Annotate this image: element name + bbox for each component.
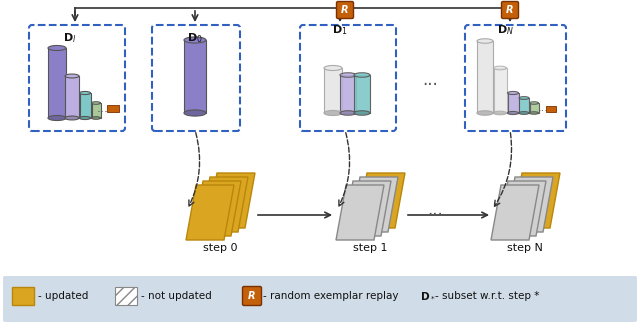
Polygon shape: [200, 177, 248, 232]
Ellipse shape: [92, 117, 100, 119]
Polygon shape: [498, 181, 546, 236]
FancyBboxPatch shape: [92, 103, 100, 118]
Polygon shape: [512, 173, 560, 228]
Text: ...: ...: [422, 71, 438, 89]
Ellipse shape: [354, 111, 370, 115]
FancyBboxPatch shape: [184, 40, 206, 113]
FancyBboxPatch shape: [324, 68, 342, 113]
Ellipse shape: [508, 91, 518, 95]
Text: $\bf{D}$$_N$: $\bf{D}$$_N$: [497, 23, 513, 37]
Text: - updated: - updated: [38, 291, 88, 301]
Text: ...: ...: [427, 201, 443, 219]
Ellipse shape: [65, 74, 79, 78]
FancyBboxPatch shape: [337, 2, 353, 18]
FancyBboxPatch shape: [354, 75, 370, 113]
Ellipse shape: [92, 102, 100, 104]
Text: R: R: [248, 291, 256, 301]
Polygon shape: [505, 177, 553, 232]
Ellipse shape: [65, 116, 79, 120]
Text: step N: step N: [507, 243, 543, 253]
Text: R: R: [341, 5, 349, 15]
Polygon shape: [336, 185, 384, 240]
FancyBboxPatch shape: [508, 93, 518, 113]
Ellipse shape: [79, 117, 90, 120]
Text: - subset w.r.t. step *: - subset w.r.t. step *: [435, 291, 540, 301]
Ellipse shape: [354, 73, 370, 77]
Polygon shape: [350, 177, 398, 232]
Ellipse shape: [508, 111, 518, 115]
FancyBboxPatch shape: [12, 287, 34, 305]
FancyBboxPatch shape: [546, 106, 556, 112]
Text: $\bf{D}$$_*$: $\bf{D}$$_*$: [420, 291, 436, 301]
Polygon shape: [193, 181, 241, 236]
Text: - random exemplar replay: - random exemplar replay: [263, 291, 399, 301]
Ellipse shape: [340, 73, 356, 77]
Text: $\bf{D}$$_1$: $\bf{D}$$_1$: [332, 23, 348, 37]
Text: $\bf{D}$$_0$: $\bf{D}$$_0$: [187, 31, 203, 45]
Text: ...: ...: [538, 103, 548, 113]
Polygon shape: [186, 185, 234, 240]
Ellipse shape: [48, 46, 66, 50]
Ellipse shape: [324, 66, 342, 70]
FancyBboxPatch shape: [529, 103, 538, 113]
Text: - not updated: - not updated: [141, 291, 212, 301]
Ellipse shape: [184, 37, 206, 43]
Text: ...: ...: [97, 101, 109, 114]
FancyBboxPatch shape: [477, 41, 493, 113]
Text: step 1: step 1: [353, 243, 387, 253]
Polygon shape: [357, 173, 405, 228]
Ellipse shape: [340, 111, 356, 115]
Ellipse shape: [519, 97, 529, 99]
FancyBboxPatch shape: [115, 287, 137, 305]
Ellipse shape: [477, 111, 493, 115]
Ellipse shape: [529, 112, 538, 114]
Ellipse shape: [48, 116, 66, 120]
Polygon shape: [343, 181, 391, 236]
Text: $\bf{D}$$_l$: $\bf{D}$$_l$: [63, 31, 77, 45]
Ellipse shape: [324, 110, 342, 116]
FancyBboxPatch shape: [502, 2, 518, 18]
FancyBboxPatch shape: [340, 75, 356, 113]
FancyBboxPatch shape: [493, 68, 506, 113]
FancyBboxPatch shape: [48, 48, 66, 118]
Polygon shape: [207, 173, 255, 228]
Ellipse shape: [493, 111, 506, 115]
Ellipse shape: [477, 39, 493, 43]
Ellipse shape: [184, 110, 206, 116]
FancyBboxPatch shape: [519, 98, 529, 113]
FancyBboxPatch shape: [65, 76, 79, 118]
Ellipse shape: [493, 66, 506, 70]
Text: R: R: [506, 5, 514, 15]
Polygon shape: [491, 185, 539, 240]
FancyBboxPatch shape: [3, 276, 637, 322]
Ellipse shape: [529, 102, 538, 104]
Ellipse shape: [519, 112, 529, 114]
FancyBboxPatch shape: [107, 105, 119, 112]
FancyBboxPatch shape: [243, 287, 262, 306]
Ellipse shape: [79, 91, 90, 95]
Text: step 0: step 0: [203, 243, 237, 253]
FancyBboxPatch shape: [79, 93, 90, 118]
